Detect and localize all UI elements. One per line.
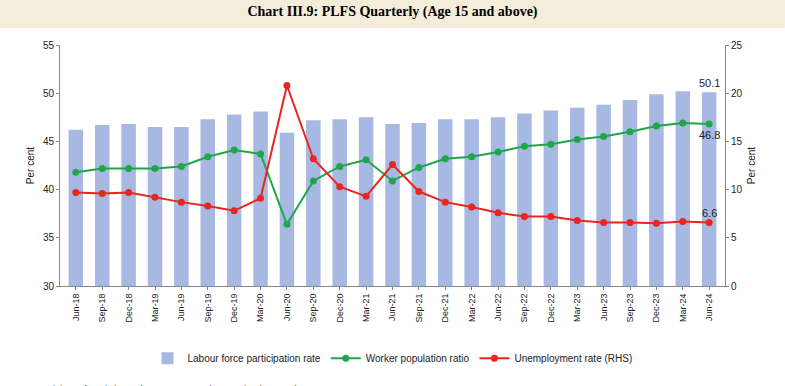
svg-text:Sep-19: Sep-19 xyxy=(203,294,213,323)
svg-text:25: 25 xyxy=(731,40,743,51)
svg-text:35: 35 xyxy=(43,232,55,243)
svg-text:Source: Ministry of Statistics: Source: Ministry of Statistics and Progr… xyxy=(12,384,300,386)
svg-text:46.8: 46.8 xyxy=(699,129,720,141)
svg-text:Per cent: Per cent xyxy=(746,147,757,184)
svg-text:15: 15 xyxy=(731,136,743,147)
svg-text:Dec-20: Dec-20 xyxy=(335,294,345,323)
svg-text:Jun-19: Jun-19 xyxy=(176,294,186,322)
svg-text:20: 20 xyxy=(731,88,743,99)
svg-text:0: 0 xyxy=(731,281,737,292)
svg-text:5: 5 xyxy=(731,232,737,243)
svg-text:Dec-19: Dec-19 xyxy=(229,294,239,323)
svg-text:Sep-23: Sep-23 xyxy=(625,294,635,323)
svg-text:Per cent: Per cent xyxy=(25,147,36,184)
svg-text:Sep-18: Sep-18 xyxy=(97,294,107,323)
svg-text:50.1: 50.1 xyxy=(699,77,720,89)
svg-text:Labour force participation rat: Labour force participation rate xyxy=(188,353,321,364)
svg-text:Jun-18: Jun-18 xyxy=(71,294,81,322)
svg-text:Jun-20: Jun-20 xyxy=(282,294,292,322)
svg-text:Mar-22: Mar-22 xyxy=(467,294,477,323)
svg-text:Jun-24: Jun-24 xyxy=(704,294,714,322)
svg-text:10: 10 xyxy=(731,184,743,195)
svg-text:50: 50 xyxy=(43,88,55,99)
svg-text:Mar-19: Mar-19 xyxy=(150,294,160,323)
svg-text:Unemployment rate (RHS): Unemployment rate (RHS) xyxy=(514,353,632,364)
svg-text:Dec-18: Dec-18 xyxy=(124,294,134,323)
svg-text:Mar-24: Mar-24 xyxy=(678,294,688,323)
svg-text:Chart III.9: PLFS Quarterly (A: Chart III.9: PLFS Quarterly (Age 15 and … xyxy=(247,4,537,20)
svg-text:55: 55 xyxy=(43,40,55,51)
svg-text:Jun-22: Jun-22 xyxy=(493,294,503,322)
svg-text:30: 30 xyxy=(43,281,55,292)
svg-text:Mar-21: Mar-21 xyxy=(361,294,371,323)
svg-text:40: 40 xyxy=(43,184,55,195)
svg-text:Mar-23: Mar-23 xyxy=(572,294,582,323)
svg-text:Jun-21: Jun-21 xyxy=(387,294,397,322)
svg-text:45: 45 xyxy=(43,136,55,147)
svg-text:6.6: 6.6 xyxy=(702,207,717,219)
svg-text:Mar-20: Mar-20 xyxy=(255,294,265,323)
svg-text:Sep-21: Sep-21 xyxy=(414,294,424,323)
svg-text:Jun-23: Jun-23 xyxy=(599,294,609,322)
svg-text:Worker population ratio: Worker population ratio xyxy=(366,353,470,364)
svg-text:Dec-21: Dec-21 xyxy=(440,294,450,323)
svg-text:Sep-22: Sep-22 xyxy=(519,294,529,323)
svg-text:Dec-23: Dec-23 xyxy=(651,294,661,323)
svg-text:Dec-22: Dec-22 xyxy=(546,294,556,323)
svg-text:Sep-20: Sep-20 xyxy=(308,294,318,323)
